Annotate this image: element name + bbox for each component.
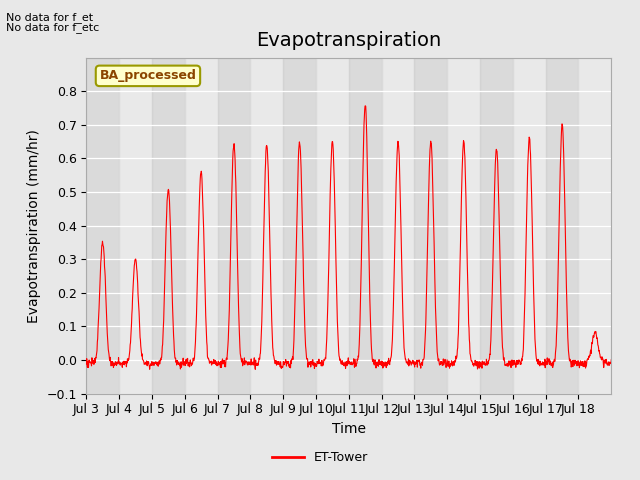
Bar (185, 58, 218, 394)
Bar (316, 58, 349, 394)
Y-axis label: Evapotranspiration (mm/hr): Evapotranspiration (mm/hr) (27, 129, 41, 323)
Text: No data for f_etc: No data for f_etc (6, 22, 100, 33)
Bar (119, 58, 152, 394)
Bar (579, 58, 611, 394)
Bar (447, 58, 480, 394)
Bar (218, 58, 250, 394)
Bar (545, 58, 579, 394)
X-axis label: Time: Time (332, 422, 366, 436)
Bar (349, 58, 381, 394)
Bar (250, 58, 283, 394)
Bar (415, 58, 447, 394)
Text: No data for f_et: No data for f_et (6, 12, 93, 23)
Bar (381, 58, 415, 394)
Bar (283, 58, 316, 394)
Title: Evapotranspiration: Evapotranspiration (256, 32, 442, 50)
Bar (86, 58, 119, 394)
Bar (513, 58, 545, 394)
Legend: ET-Tower: ET-Tower (268, 446, 372, 469)
Bar (152, 58, 185, 394)
Bar (480, 58, 513, 394)
Text: BA_processed: BA_processed (100, 70, 196, 83)
